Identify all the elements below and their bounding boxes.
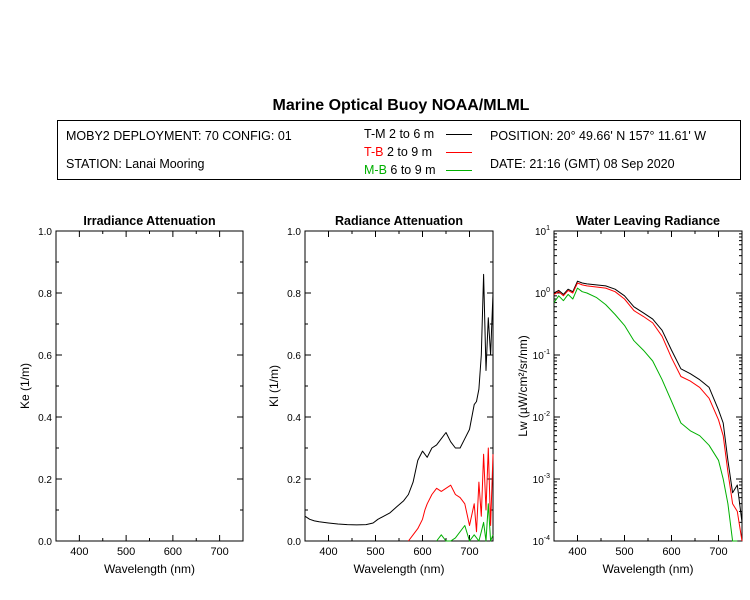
plot-frame <box>55 230 244 542</box>
y-tick-label: 1.0 <box>38 227 52 238</box>
legend-depth: 2 to 9 m <box>386 145 433 159</box>
x-axis-label: Wavelength (nm) <box>104 562 195 576</box>
y-tick-label: 0.2 <box>287 475 301 486</box>
x-tick-label: 500 <box>117 546 135 558</box>
y-tick-label: 101 <box>535 225 550 238</box>
legend-depth: 6 to 9 m <box>390 163 436 177</box>
legend-item-mb: M-B 6 to 9 m <box>364 163 436 177</box>
legend-code: T-B <box>364 145 384 159</box>
chart-panel-1: Irradiance Attenuation 400 500 600 700 0.0 0.2… <box>18 214 244 576</box>
x-tick-label: 400 <box>70 546 88 558</box>
y-tick-label: 0.4 <box>38 413 52 424</box>
y-tick-label: 0.2 <box>38 475 52 486</box>
y-tick-label: 0.0 <box>38 537 52 548</box>
y-tick-label: 10-2 <box>533 411 550 424</box>
x-tick-label: 600 <box>662 546 680 558</box>
y-tick-label: 0.8 <box>287 289 301 300</box>
y-axis-label: Kl (1/m) <box>267 365 281 407</box>
legend-depth: 2 to 6 m <box>389 127 435 141</box>
series-line-t-b <box>553 282 743 542</box>
legend-code: T-M <box>364 127 386 141</box>
y-tick-label: 1.0 <box>287 227 301 238</box>
x-axis-label: Wavelength (nm) <box>603 562 694 576</box>
info-box: MOBY2 DEPLOYMENT: 70 CONFIG: 01 STATION:… <box>57 120 741 180</box>
series-line-m-b <box>436 503 494 542</box>
x-tick-label: 400 <box>568 546 586 558</box>
chart-title: Radiance Attenuation <box>335 214 463 228</box>
chart-title: Water Leaving Radiance <box>576 214 720 228</box>
x-tick-label: 700 <box>709 546 727 558</box>
legend-code: M-B <box>364 163 387 177</box>
y-tick-label: 0.6 <box>38 351 52 362</box>
x-axis-label: Wavelength (nm) <box>354 562 445 576</box>
y-tick-label: 0.0 <box>287 537 301 548</box>
y-axis-label: Ke (1/m) <box>18 363 32 409</box>
y-tick-label: 0.4 <box>287 413 301 424</box>
x-tick-label: 600 <box>164 546 182 558</box>
x-tick-label: 500 <box>366 546 384 558</box>
page-title: Marine Optical Buoy NOAA/MLML <box>272 97 530 114</box>
y-tick-label: 10-4 <box>533 535 550 548</box>
x-tick-label: 500 <box>615 546 633 558</box>
legend-line-mb <box>446 170 472 171</box>
series-line-t-m <box>553 280 743 523</box>
deployment-text: MOBY2 DEPLOYMENT: 70 CONFIG: 01 <box>66 129 292 143</box>
y-tick-label: 10-3 <box>533 473 550 486</box>
y-tick-label: 100 <box>535 287 550 300</box>
series-line-t-m <box>304 273 494 526</box>
x-tick-label: 700 <box>210 546 228 558</box>
series-line-t-b <box>408 447 494 542</box>
station-text: STATION: Lanai Mooring <box>66 157 205 171</box>
chart-title: Irradiance Attenuation <box>83 214 215 228</box>
y-tick-label: 10-1 <box>533 349 550 362</box>
x-tick-label: 400 <box>319 546 337 558</box>
chart-panel-2: Radiance Attenuation 400 500 600 700 0.0 0.2 0.… <box>267 214 494 576</box>
legend-line-tm <box>446 134 472 135</box>
x-tick-label: 700 <box>460 546 478 558</box>
x-tick-label: 600 <box>413 546 431 558</box>
date-text: DATE: 21:16 (GMT) 08 Sep 2020 <box>490 157 675 171</box>
y-tick-label: 0.8 <box>38 289 52 300</box>
legend-line-tb <box>446 152 472 153</box>
legend-item-tb: T-B 2 to 9 m <box>364 145 432 159</box>
position-text: POSITION: 20° 49.66' N 157° 11.61' W <box>490 129 707 143</box>
y-axis-label: Lw (µW/cm²/sr/nm) <box>516 335 530 437</box>
plot-frame <box>304 230 494 542</box>
series-line-m-b <box>553 287 738 542</box>
chart-panel-3: Water Leaving Radiance 400 500 600 700 101 100… <box>516 214 743 576</box>
y-tick-label: 0.6 <box>287 351 301 362</box>
legend-item-tm: T-M 2 to 6 m <box>364 127 434 141</box>
plot-frame <box>553 230 743 542</box>
